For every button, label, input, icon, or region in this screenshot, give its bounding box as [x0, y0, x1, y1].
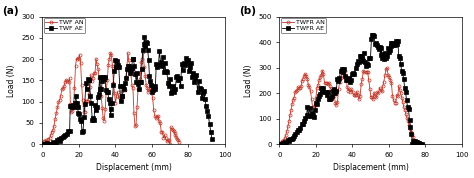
Y-axis label: Load (N): Load (N) [244, 64, 253, 97]
TWF AE [40, 142, 46, 145]
TWFR AE [402, 87, 408, 89]
TWF AN [87, 87, 93, 89]
TWFR AN [384, 67, 390, 69]
TWF AE [209, 138, 215, 140]
TWF AN [58, 95, 64, 97]
TWF AE [137, 81, 143, 83]
TWF AE [174, 75, 180, 77]
Line: TWFR AN: TWFR AN [278, 67, 425, 146]
Legend: TWFR AN, TWFR AE: TWFR AN, TWFR AE [281, 18, 326, 33]
TWF AN [140, 50, 146, 53]
TWF AN [167, 143, 173, 145]
TWFR AE [364, 64, 369, 67]
TWFR AN [401, 106, 407, 109]
TWF AN [176, 140, 182, 143]
X-axis label: Displacement (mm): Displacement (mm) [96, 163, 172, 172]
TWFR AE [370, 33, 376, 36]
Line: TWFR AE: TWFR AE [279, 33, 423, 146]
TWFR AN [410, 136, 416, 138]
TWFR AN [379, 90, 384, 93]
TWFR AE [279, 143, 284, 145]
TWFR AE [410, 140, 416, 142]
TWF AE [102, 76, 108, 78]
Line: TWF AN: TWF AN [41, 50, 181, 146]
TWF AN [151, 108, 156, 111]
TWFR AN [413, 143, 419, 145]
TWFR AE [315, 98, 321, 100]
Text: (a): (a) [2, 6, 19, 16]
TWF AN [52, 118, 58, 120]
TWF AN [152, 115, 158, 117]
Line: TWF AE: TWF AE [42, 36, 213, 146]
TWF AE [77, 118, 83, 121]
Legend: TWF AN, TWF AE: TWF AN, TWF AE [44, 18, 85, 33]
X-axis label: Displacement (mm): Displacement (mm) [333, 163, 409, 172]
TWFR AN [309, 98, 314, 100]
TWF AE [142, 36, 147, 38]
TWFR AE [358, 55, 364, 57]
Text: (b): (b) [239, 6, 256, 16]
TWFR AN [277, 142, 283, 145]
TWFR AE [419, 143, 424, 145]
TWFR AN [420, 143, 426, 145]
TWFR AN [352, 94, 357, 96]
TWFR AN [357, 95, 363, 97]
TWF AE [140, 49, 146, 51]
TWFR AE [383, 57, 389, 59]
TWF AE [94, 106, 100, 108]
TWF AE [42, 143, 47, 145]
TWF AN [40, 142, 46, 144]
TWF AN [83, 100, 89, 102]
Y-axis label: Load (N): Load (N) [7, 64, 16, 97]
TWFR AE [277, 143, 283, 145]
